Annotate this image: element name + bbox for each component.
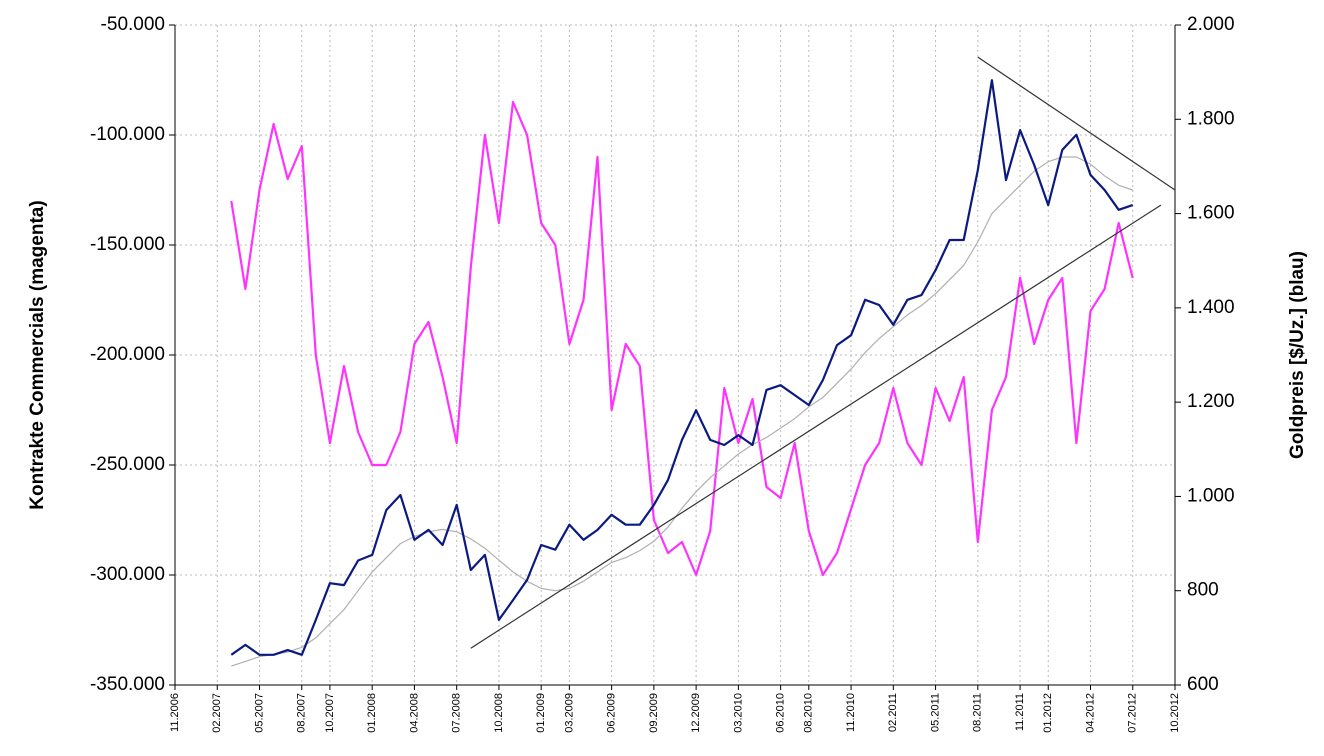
y2-tick-label: 1.800: [1187, 108, 1235, 129]
x-tick-label: 08.2007: [296, 693, 308, 733]
series-line: [231, 156, 1133, 667]
x-tick-label: 11.2011: [1014, 693, 1026, 731]
y2-tick-label: 600: [1187, 674, 1219, 695]
x-tick-label: 02.2011: [887, 693, 899, 732]
y-tick-label: -250.000: [90, 454, 165, 475]
x-tick-label: 08.2010: [803, 693, 815, 733]
x-tick-label: 05.2011: [929, 693, 941, 732]
series-line: [230, 100, 1134, 577]
y-tick-label: -350.000: [90, 674, 165, 695]
x-tick-label: 08.2011: [972, 693, 984, 732]
x-tick-label: 02.2007: [211, 693, 223, 733]
x-tick-label: 01.2008: [366, 693, 378, 733]
y-tick-label: -300.000: [90, 564, 165, 585]
x-tick-label: 09.2009: [648, 693, 660, 733]
x-tick-label: 10.2008: [493, 693, 505, 733]
y2-tick-label: 800: [1187, 580, 1219, 601]
x-tick-label: 07.2012: [1127, 693, 1139, 733]
x-tick-label: 03.2009: [563, 693, 575, 733]
y2-axis-label: Goldpreis [$/Uz.] (blau): [1287, 251, 1308, 459]
x-tick-label: 06.2010: [775, 693, 787, 733]
y-tick-label: -200.000: [90, 344, 165, 365]
series-line: [977, 56, 1176, 191]
x-tick-label: 03.2010: [732, 693, 744, 733]
x-tick-label: 05.2007: [253, 693, 265, 733]
x-tick-label: 06.2009: [606, 693, 618, 733]
x-tick-label: 10.2007: [324, 693, 336, 733]
y2-tick-label: 1.200: [1187, 391, 1235, 412]
y-tick-label: -50.000: [101, 14, 165, 35]
x-tick-label: 11.2006: [169, 693, 181, 732]
y-tick-label: -100.000: [90, 124, 165, 145]
series-line: [470, 204, 1162, 649]
y-tick-label: -150.000: [90, 234, 165, 255]
x-tick-label: 10.2012: [1169, 693, 1181, 733]
y2-tick-label: 1.400: [1187, 297, 1235, 318]
x-tick-label: 04.2012: [1084, 693, 1096, 733]
y2-tick-label: 1.600: [1187, 203, 1235, 224]
x-tick-label: 07.2008: [451, 693, 463, 733]
y2-tick-label: 2.000: [1187, 14, 1235, 35]
x-tick-label: 11.2010: [845, 693, 857, 732]
x-tick-label: 12.2009: [690, 693, 702, 733]
series-line: [230, 79, 1134, 656]
x-tick-label: 01.2009: [535, 693, 547, 733]
x-tick-label: 01.2012: [1042, 693, 1054, 733]
x-tick-label: 04.2008: [408, 693, 420, 733]
y2-tick-label: 1.000: [1187, 485, 1235, 506]
y-axis-label: Kontrakte Commercials (magenta): [27, 200, 48, 509]
